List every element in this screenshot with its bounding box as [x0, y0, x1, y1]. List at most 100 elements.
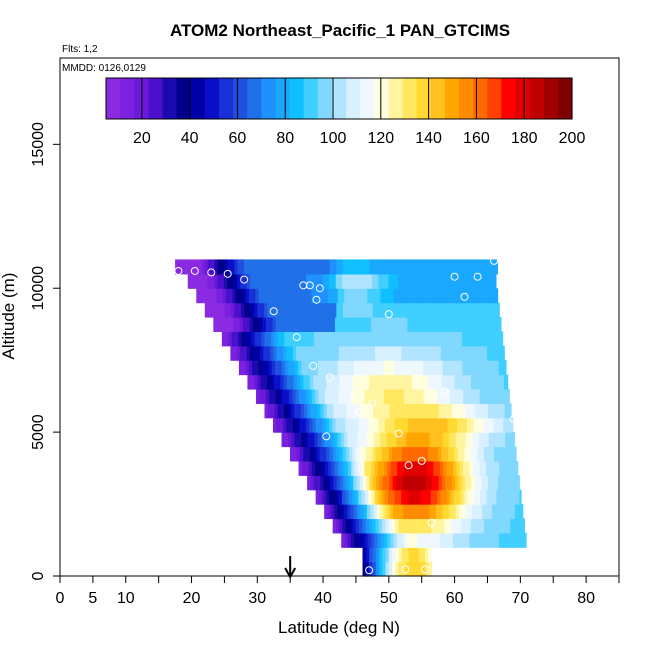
heatmap-cell [402, 331, 407, 347]
heatmap-cell [288, 388, 293, 404]
y-axis-label: Altitude (m) [0, 273, 18, 360]
heatmap-cell [422, 403, 427, 419]
heatmap-cell [332, 273, 337, 289]
heatmap-cell [308, 288, 312, 304]
heatmap-cell [348, 317, 353, 332]
heatmap-cell [427, 489, 432, 505]
heatmap-cell [406, 288, 411, 304]
heatmap-cell [306, 345, 310, 361]
heatmap-cell [501, 403, 506, 419]
heatmap-cell [281, 331, 285, 347]
heatmap-cell [227, 259, 232, 275]
x-tick-label: 0 [56, 590, 65, 607]
heatmap-cell [335, 273, 340, 289]
heatmap-cell [391, 345, 396, 361]
heatmap-cell [380, 360, 385, 376]
heatmap-cell [465, 504, 470, 520]
heatmap-cell [242, 317, 247, 332]
heatmap-cell [224, 259, 229, 275]
heatmap-cell [342, 273, 347, 289]
heatmap-cell [418, 302, 423, 318]
heatmap-cell [399, 432, 404, 448]
sample-point [427, 518, 436, 527]
heatmap-cell [447, 446, 452, 462]
heatmap-cell [400, 388, 405, 404]
heatmap-cell [315, 388, 320, 404]
heatmap-cell [345, 518, 350, 534]
heatmap-cell [372, 259, 377, 275]
heatmap-cell [219, 317, 224, 332]
heatmap-cell [391, 417, 396, 433]
heatmap-cell [346, 331, 351, 347]
heatmap-cell [296, 259, 301, 275]
heatmap-cell [297, 432, 302, 448]
heatmap-cell [417, 273, 422, 289]
heatmap-cell [442, 360, 447, 376]
heatmap-cell [507, 374, 509, 390]
heatmap-cell [227, 273, 232, 289]
heatmap-cell [263, 259, 268, 275]
heatmap-cell [331, 317, 336, 332]
heatmap-cell [322, 417, 327, 433]
heatmap-cell [375, 345, 379, 361]
heatmap-cell [385, 561, 390, 577]
heatmap-cell [395, 475, 400, 491]
heatmap-cell [400, 288, 405, 304]
heatmap-cell [399, 504, 404, 520]
heatmap-cell [225, 331, 230, 347]
y-tick-label: 10000 [30, 266, 47, 311]
heatmap-cell [283, 302, 288, 318]
heatmap-cell [311, 360, 316, 376]
heatmap-cell [462, 360, 467, 376]
heatmap-cell [365, 302, 370, 318]
heatmap-cell [488, 432, 493, 448]
heatmap-cell [274, 403, 279, 419]
heatmap-cell [256, 345, 261, 361]
heatmap-cell [263, 374, 268, 390]
heatmap-cell [430, 388, 435, 404]
heatmap-cell [382, 403, 387, 419]
heatmap-cell [421, 302, 426, 318]
x-tick-label: 5 [88, 590, 97, 607]
heatmap-cell [287, 302, 291, 318]
heatmap-cell [401, 259, 406, 275]
heatmap-cell [439, 532, 444, 548]
heatmap-cell [423, 460, 428, 476]
flights-label: Flts: 1,2 [62, 44, 98, 55]
heatmap-cell [392, 259, 396, 275]
heatmap-cell [501, 475, 505, 491]
heatmap-cell [518, 504, 523, 520]
heatmap-cell [443, 388, 448, 404]
heatmap-cell [501, 360, 506, 376]
heatmap-cell [437, 417, 442, 433]
heatmap-cell [483, 518, 488, 534]
heatmap-cell [318, 388, 323, 404]
heatmap-cell [350, 288, 355, 304]
heatmap-cell [284, 331, 289, 347]
heatmap-cell [457, 259, 462, 275]
heatmap-cell [273, 302, 278, 318]
heatmap-cell [262, 317, 267, 332]
heatmap-cell [508, 532, 513, 548]
heatmap-cell [326, 374, 331, 390]
heatmap-cell [453, 417, 458, 433]
heatmap-cell [240, 259, 245, 275]
heatmap-cell [410, 489, 415, 505]
heatmap-cell [494, 331, 499, 347]
heatmap-cell [444, 345, 448, 361]
heatmap-cell [362, 547, 367, 563]
heatmap-cell [237, 302, 242, 318]
heatmap-cell [331, 288, 335, 304]
heatmap-cell [410, 288, 414, 304]
heatmap-cell [456, 532, 461, 548]
heatmap-cell [442, 288, 447, 304]
heatmap-cell [300, 259, 304, 275]
heatmap-cell [380, 460, 385, 476]
heatmap-cell [353, 504, 358, 520]
heatmap-cell [467, 446, 472, 462]
heatmap-cell [473, 345, 478, 361]
heatmap-cell [472, 432, 477, 448]
heatmap-cell [327, 432, 332, 448]
heatmap-cell [362, 259, 367, 275]
heatmap-cell [402, 475, 407, 491]
